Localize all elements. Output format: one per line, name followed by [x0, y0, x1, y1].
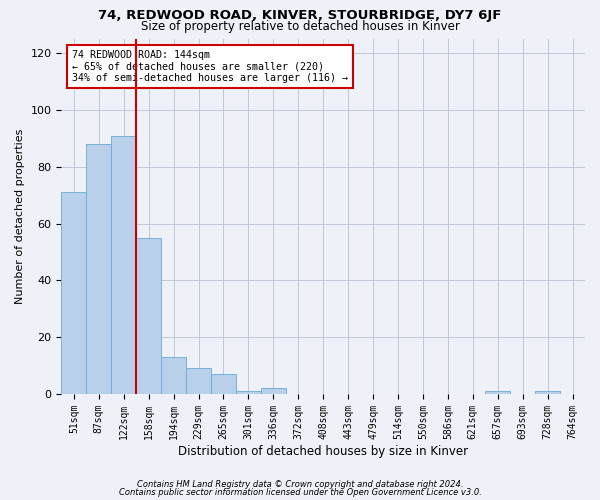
Bar: [236, 391, 261, 394]
Bar: [535, 391, 560, 394]
Bar: [61, 192, 86, 394]
Bar: [485, 391, 510, 394]
Bar: [261, 388, 286, 394]
X-axis label: Distribution of detached houses by size in Kinver: Distribution of detached houses by size …: [178, 444, 468, 458]
Bar: [111, 136, 136, 394]
Bar: [136, 238, 161, 394]
Text: 74, REDWOOD ROAD, KINVER, STOURBRIDGE, DY7 6JF: 74, REDWOOD ROAD, KINVER, STOURBRIDGE, D…: [98, 9, 502, 22]
Text: Size of property relative to detached houses in Kinver: Size of property relative to detached ho…: [140, 20, 460, 33]
Bar: [86, 144, 111, 394]
Bar: [161, 357, 186, 394]
Y-axis label: Number of detached properties: Number of detached properties: [15, 129, 25, 304]
Bar: [186, 368, 211, 394]
Text: Contains HM Land Registry data © Crown copyright and database right 2024.: Contains HM Land Registry data © Crown c…: [137, 480, 463, 489]
Text: Contains public sector information licensed under the Open Government Licence v3: Contains public sector information licen…: [119, 488, 481, 497]
Bar: [211, 374, 236, 394]
Text: 74 REDWOOD ROAD: 144sqm
← 65% of detached houses are smaller (220)
34% of semi-d: 74 REDWOOD ROAD: 144sqm ← 65% of detache…: [72, 50, 348, 83]
